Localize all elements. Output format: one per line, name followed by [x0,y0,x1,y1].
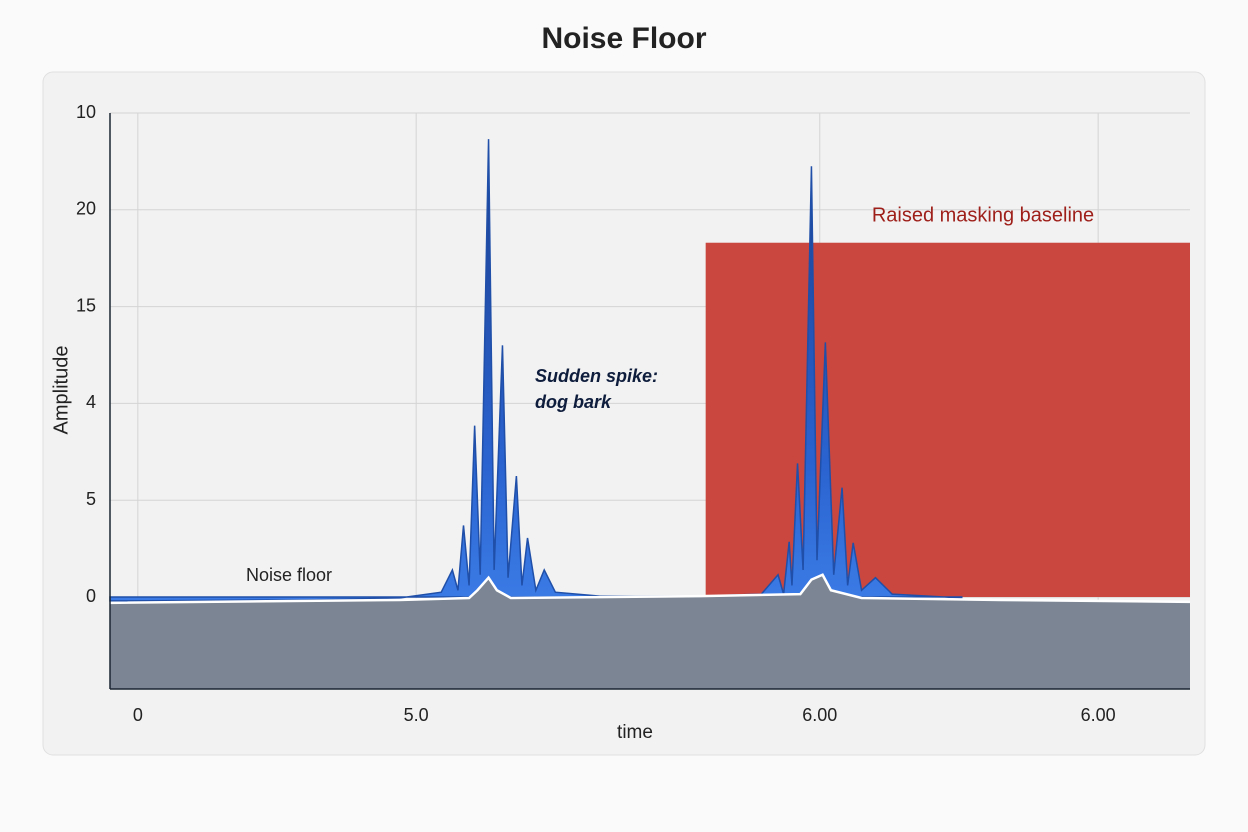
y-tick-label: 15 [76,295,96,315]
chart-title: Noise Floor [541,22,706,55]
y-tick-label: 10 [76,102,96,122]
annotation: Noise floor [246,565,332,585]
x-tick-label: 6.00 [802,705,837,725]
y-axis-label: Amplitude [50,346,72,435]
annotation: dog bark [535,392,612,412]
masking-region [705,242,1190,598]
floor-area [110,574,1190,689]
x-axis-label: time [617,722,653,743]
y-tick-label: 4 [86,392,96,412]
x-tick-label: 0 [133,705,143,725]
x-tick-label: 5.0 [404,705,429,725]
annotation: Sudden spike: [535,366,658,386]
floor-line [109,573,1191,605]
y-tick-label: 5 [86,489,96,509]
x-tick-label: 6.00 [1081,705,1116,725]
y-tick-label: 0 [86,586,96,606]
region-label: Raised masking baseline [872,204,1094,226]
y-tick-label: 20 [76,199,96,219]
plot-area: 0 5 4 15 20 10 0 5.0 6.00 6.00 Raised masking base… [76,102,1191,725]
